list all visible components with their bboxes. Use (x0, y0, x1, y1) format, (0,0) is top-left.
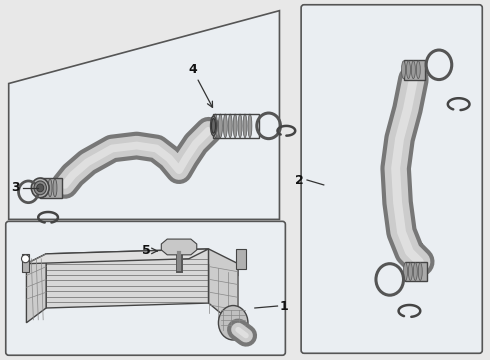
Ellipse shape (37, 184, 44, 192)
Ellipse shape (409, 263, 413, 280)
Ellipse shape (212, 118, 216, 133)
FancyBboxPatch shape (301, 5, 482, 353)
Ellipse shape (43, 179, 47, 197)
Bar (40, 178, 62, 198)
Polygon shape (209, 249, 238, 328)
Bar (236, 249, 246, 269)
Ellipse shape (53, 179, 57, 197)
Ellipse shape (233, 114, 237, 138)
Text: 4: 4 (189, 63, 197, 76)
Ellipse shape (407, 61, 411, 78)
Bar (404, 60, 425, 80)
Text: 5: 5 (142, 244, 151, 257)
Bar (214, 114, 259, 138)
Polygon shape (161, 239, 197, 255)
Circle shape (22, 255, 29, 263)
Polygon shape (26, 254, 46, 323)
Bar (406, 262, 427, 282)
Polygon shape (46, 249, 209, 308)
Polygon shape (9, 11, 279, 219)
Ellipse shape (211, 116, 217, 136)
Ellipse shape (31, 178, 49, 198)
Ellipse shape (34, 181, 47, 195)
Ellipse shape (38, 179, 42, 197)
Ellipse shape (219, 306, 248, 340)
Ellipse shape (414, 263, 417, 280)
Bar (22, 254, 29, 271)
Ellipse shape (243, 114, 247, 138)
Ellipse shape (404, 263, 408, 280)
Ellipse shape (418, 263, 422, 280)
Text: 1: 1 (280, 300, 289, 312)
Ellipse shape (223, 114, 227, 138)
Text: 3: 3 (11, 181, 20, 194)
FancyBboxPatch shape (6, 221, 285, 355)
Ellipse shape (228, 114, 232, 138)
Ellipse shape (416, 61, 420, 78)
Ellipse shape (401, 61, 406, 78)
Polygon shape (26, 249, 209, 264)
Ellipse shape (48, 179, 52, 197)
Ellipse shape (169, 241, 189, 253)
Ellipse shape (412, 61, 416, 78)
Ellipse shape (214, 114, 218, 138)
Ellipse shape (219, 114, 222, 138)
Text: 2: 2 (295, 174, 303, 186)
Ellipse shape (238, 114, 242, 138)
Ellipse shape (248, 114, 252, 138)
